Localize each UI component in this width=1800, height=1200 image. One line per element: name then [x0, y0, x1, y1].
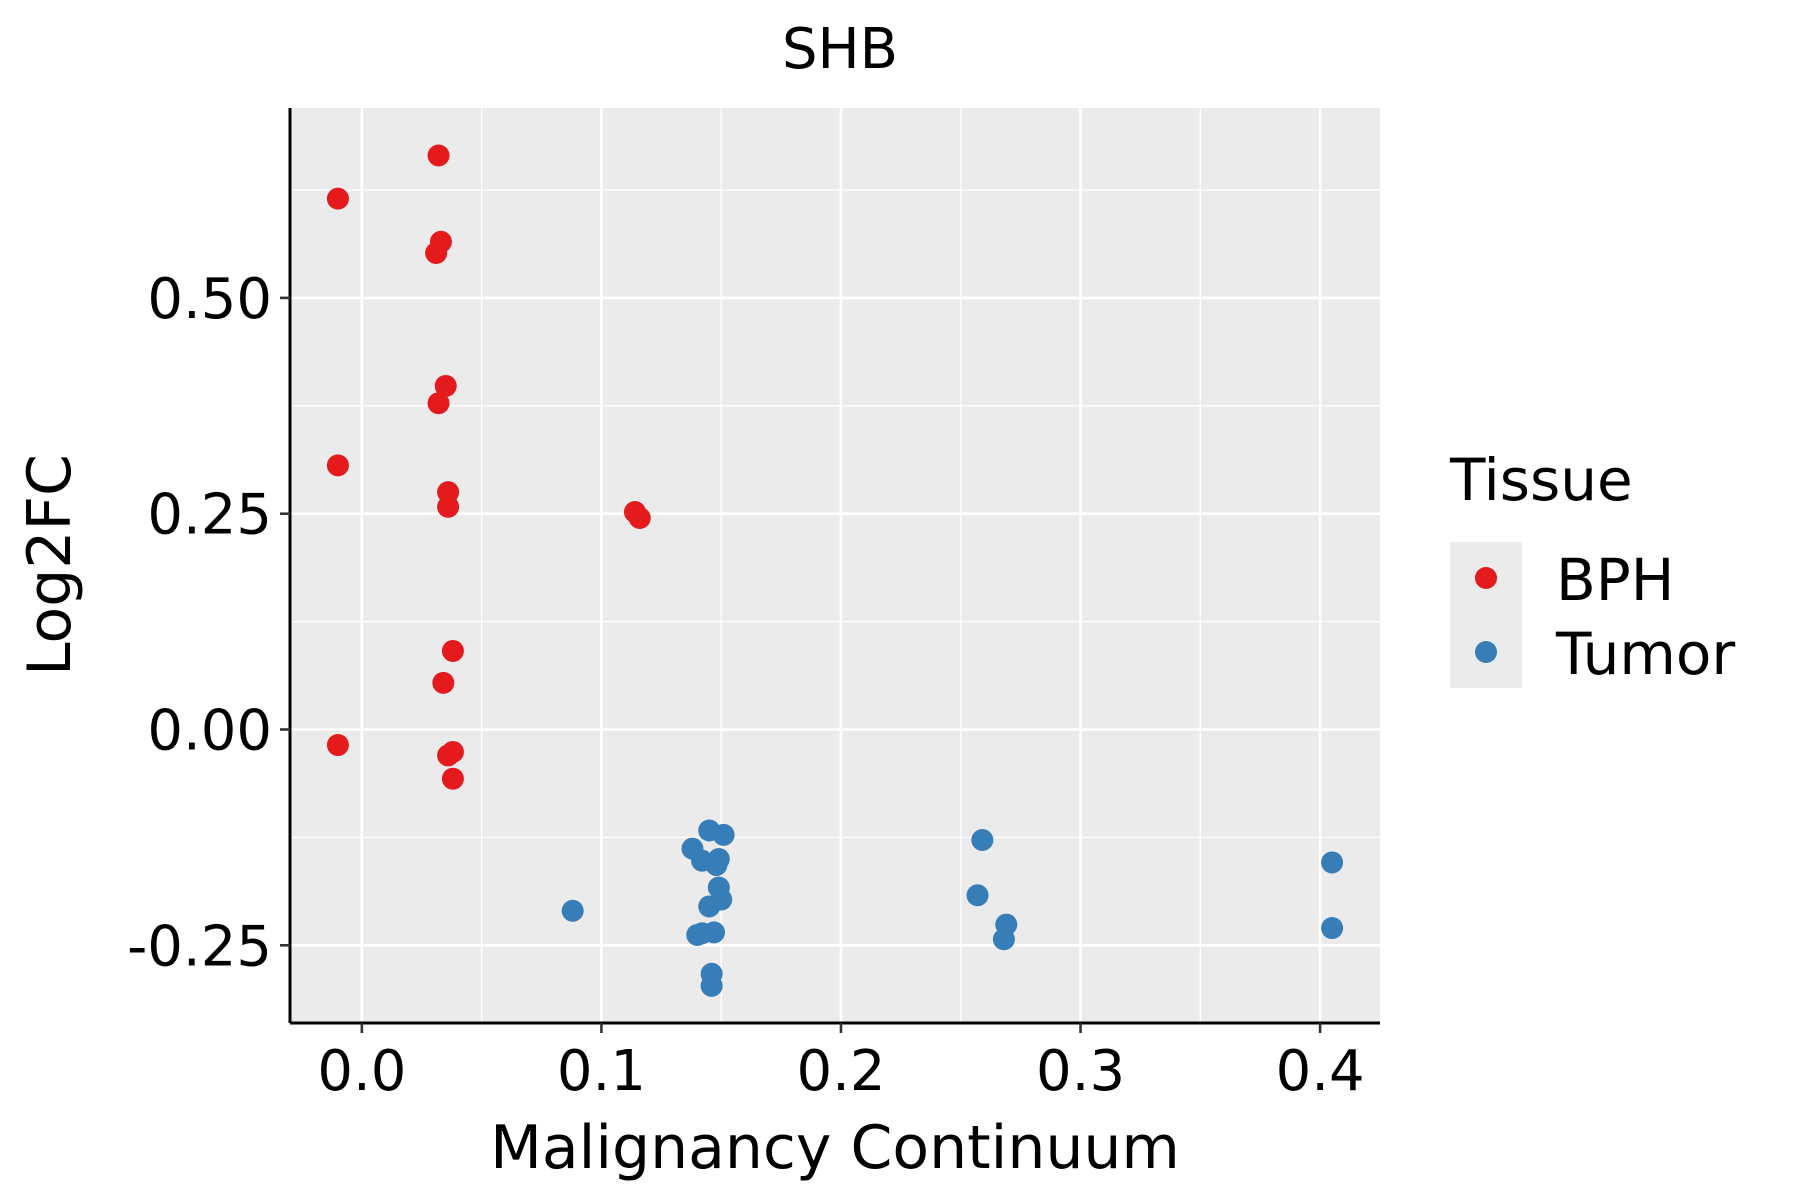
data-point-tumor — [698, 895, 721, 918]
legend: Tissue BPH Tumor — [1449, 446, 1735, 688]
data-point-bph — [432, 671, 455, 694]
data-point-bph — [326, 454, 349, 477]
data-point-bph — [441, 639, 464, 662]
chart-title: SHB — [782, 17, 898, 82]
data-point-bph — [437, 744, 460, 767]
data-point-bph — [434, 374, 457, 397]
data-point-tumor — [1321, 917, 1344, 940]
legend-key-bph — [1475, 567, 1497, 589]
x-tick-label: 0.4 — [1276, 1039, 1365, 1104]
data-point-tumor — [686, 923, 709, 946]
x-tick-label: 0.2 — [796, 1039, 885, 1104]
data-point-tumor — [966, 884, 989, 907]
plot-panel — [290, 108, 1380, 1023]
y-tick-label: 0.25 — [147, 483, 272, 548]
y-axis-title: Log2FC — [15, 454, 85, 676]
grid-minor — [290, 108, 1380, 1023]
legend-title: Tissue — [1449, 446, 1633, 514]
data-point-bph — [326, 187, 349, 210]
legend-key-tumor — [1475, 641, 1497, 663]
data-point-bph — [437, 495, 460, 518]
data-point-tumor — [705, 854, 728, 877]
data-point-tumor — [561, 899, 584, 922]
data-point-tumor — [1321, 851, 1344, 874]
x-tick-label: 0.1 — [557, 1039, 646, 1104]
x-axis-ticks: 0.0 0.1 0.2 0.3 0.4 — [317, 1023, 1365, 1104]
x-tick-label: 0.3 — [1036, 1039, 1125, 1104]
data-point-bph — [425, 242, 448, 265]
y-tick-label: 0.50 — [147, 267, 272, 332]
data-point-tumor — [700, 974, 723, 997]
data-point-tumor — [971, 829, 994, 851]
data-point-bph — [326, 734, 349, 757]
data-point-bph — [427, 392, 450, 415]
x-axis-title: Malignancy Continuum — [490, 1113, 1180, 1183]
data-point-tumor — [712, 823, 735, 846]
x-tick-label: 0.0 — [317, 1039, 406, 1104]
data-point-bph — [427, 144, 450, 167]
data-point-tumor — [992, 928, 1015, 951]
data-points — [326, 144, 1344, 997]
y-tick-label: -0.25 — [127, 914, 272, 979]
data-point-bph — [628, 507, 651, 530]
grid-major — [290, 108, 1380, 1023]
data-point-bph — [441, 767, 464, 790]
y-tick-label: 0.00 — [147, 699, 272, 764]
y-axis-ticks: -0.25 0.00 0.25 0.50 — [127, 267, 290, 979]
legend-label-bph: BPH — [1556, 546, 1674, 614]
legend-label-tumor: Tumor — [1555, 620, 1735, 688]
legend-key-background — [1450, 542, 1522, 688]
